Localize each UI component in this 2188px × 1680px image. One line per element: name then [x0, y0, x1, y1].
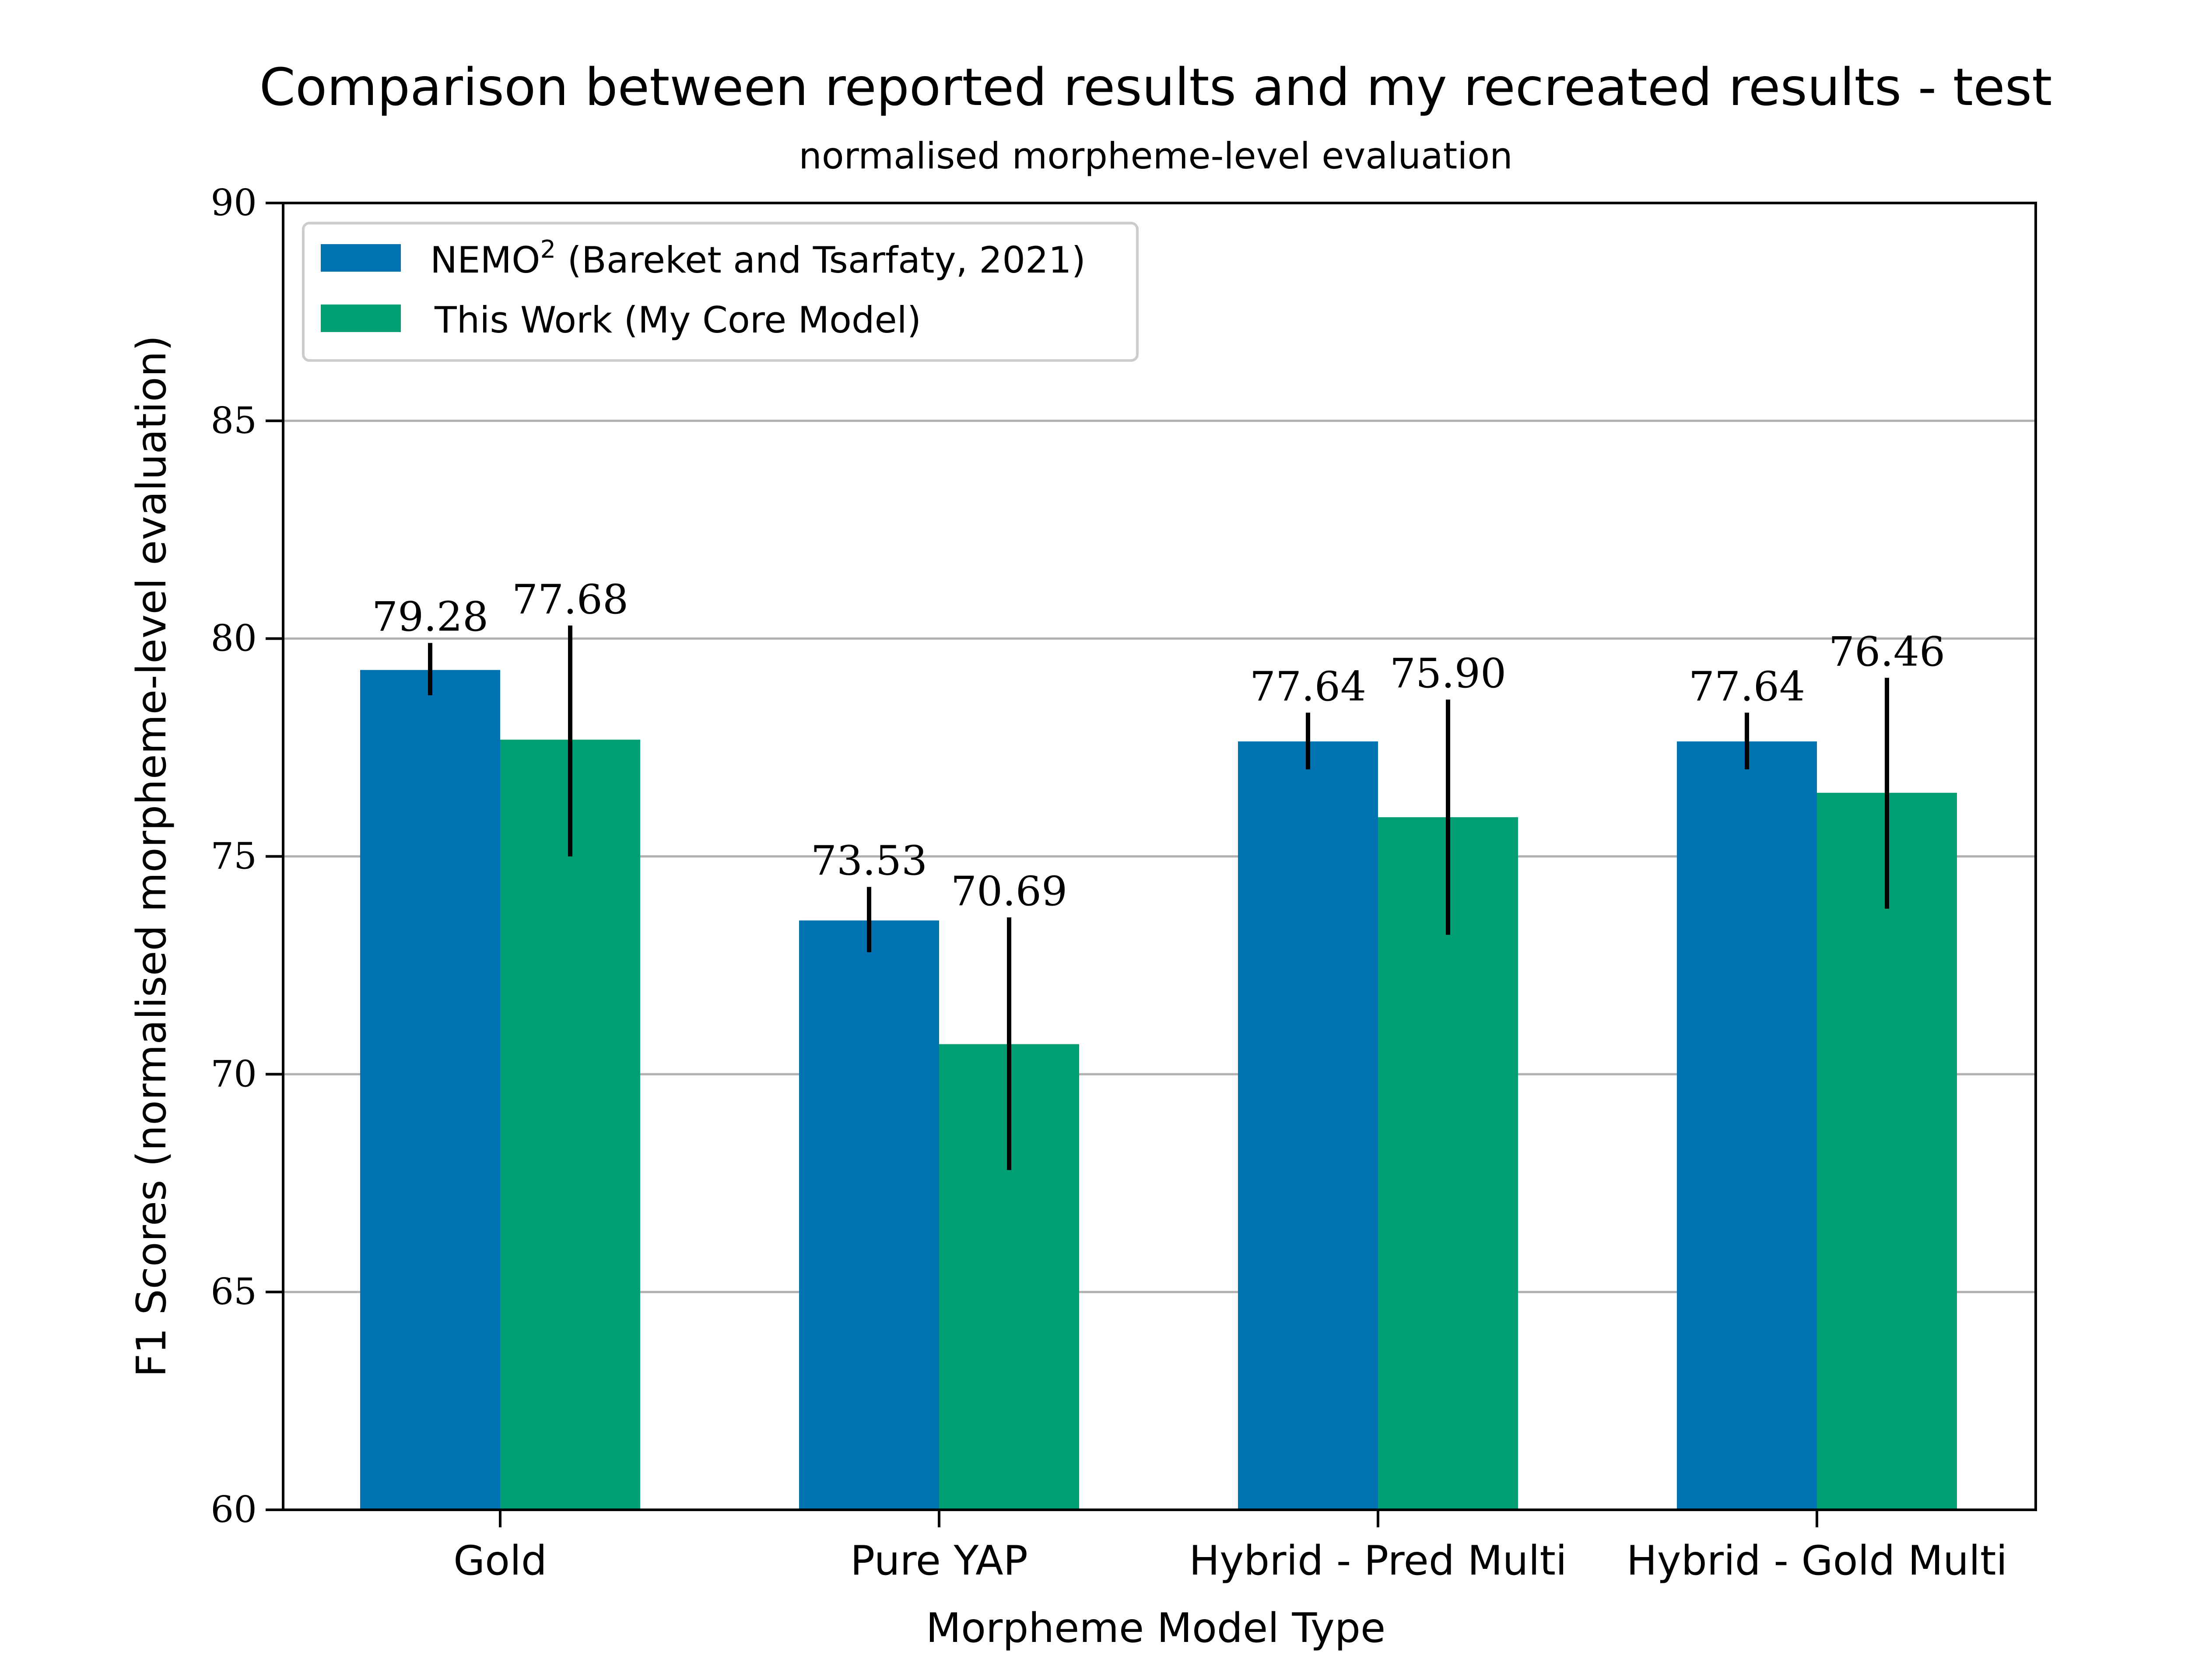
y-tick-label-90: 90 [210, 182, 257, 224]
y-tick-label-70: 70 [210, 1053, 257, 1095]
x-tick-label-1: Pure YAP [850, 1537, 1028, 1584]
data-labels: 79.28 73.53 77.64 77.64 77.68 70.69 75.90 76.46 [372, 576, 1945, 915]
x-axis-ticks: Gold Pure YAP Hybrid - Pred Multi Hybrid - … [453, 1510, 2007, 1584]
legend-label-this-work: This Work (My Core Model) [434, 299, 921, 341]
y-axis-label: F1 Scores (normalised morpheme-level eva… [128, 335, 175, 1377]
legend: NEMO2 (Bareket and Tsarfaty, 2021) This … [302, 222, 1139, 362]
chart-subtitle: normalised morpheme-level evaluation [799, 135, 1513, 177]
x-tick-label-3: Hybrid - Gold Multi [1627, 1537, 2008, 1584]
bar-s0-2 [1238, 741, 1378, 1510]
data-label-s0-3: 77.64 [1689, 663, 1805, 710]
legend-swatch-this-work [321, 304, 401, 332]
x-tick-label-2: Hybrid - Pred Multi [1189, 1537, 1567, 1584]
legend-box [302, 222, 1139, 362]
legend-swatch-nemo [321, 244, 401, 272]
y-tick-label-85: 85 [210, 399, 257, 442]
bar-s0-3 [1677, 741, 1817, 1510]
x-tick-label-0: Gold [453, 1537, 547, 1584]
bar-s0-0 [360, 670, 500, 1510]
bar-s1-0 [500, 739, 640, 1510]
y-axis-ticks: 60 65 70 75 80 85 90 [210, 182, 283, 1531]
error-bars [428, 625, 1889, 1170]
y-tick-label-75: 75 [210, 835, 257, 878]
data-label-s1-2: 75.90 [1390, 650, 1506, 697]
y-tick-label-60: 60 [210, 1488, 257, 1531]
data-label-s1-1: 70.69 [951, 868, 1067, 915]
bar-s1-3 [1817, 793, 1957, 1510]
legend-label-suffix: (Bareket and Tsarfaty, 2021) [556, 239, 1086, 281]
chart-title: Comparison between reported results and … [259, 57, 2052, 117]
legend-superscript: 2 [540, 235, 556, 264]
x-axis-label: Morpheme Model Type [926, 1604, 1385, 1652]
data-label-s1-3: 76.46 [1829, 628, 1945, 675]
y-tick-label-65: 65 [210, 1270, 257, 1313]
bars [360, 670, 1957, 1510]
data-label-s0-0: 79.28 [372, 593, 488, 640]
data-label-s0-2: 77.64 [1250, 663, 1366, 710]
bar-s0-1 [799, 920, 939, 1510]
legend-label-nemo: NEMO2 (Bareket and Tsarfaty, 2021) [430, 235, 1086, 281]
data-label-s1-0: 77.68 [512, 576, 628, 623]
y-tick-label-80: 80 [210, 617, 257, 660]
data-label-s0-1: 73.53 [811, 837, 927, 884]
